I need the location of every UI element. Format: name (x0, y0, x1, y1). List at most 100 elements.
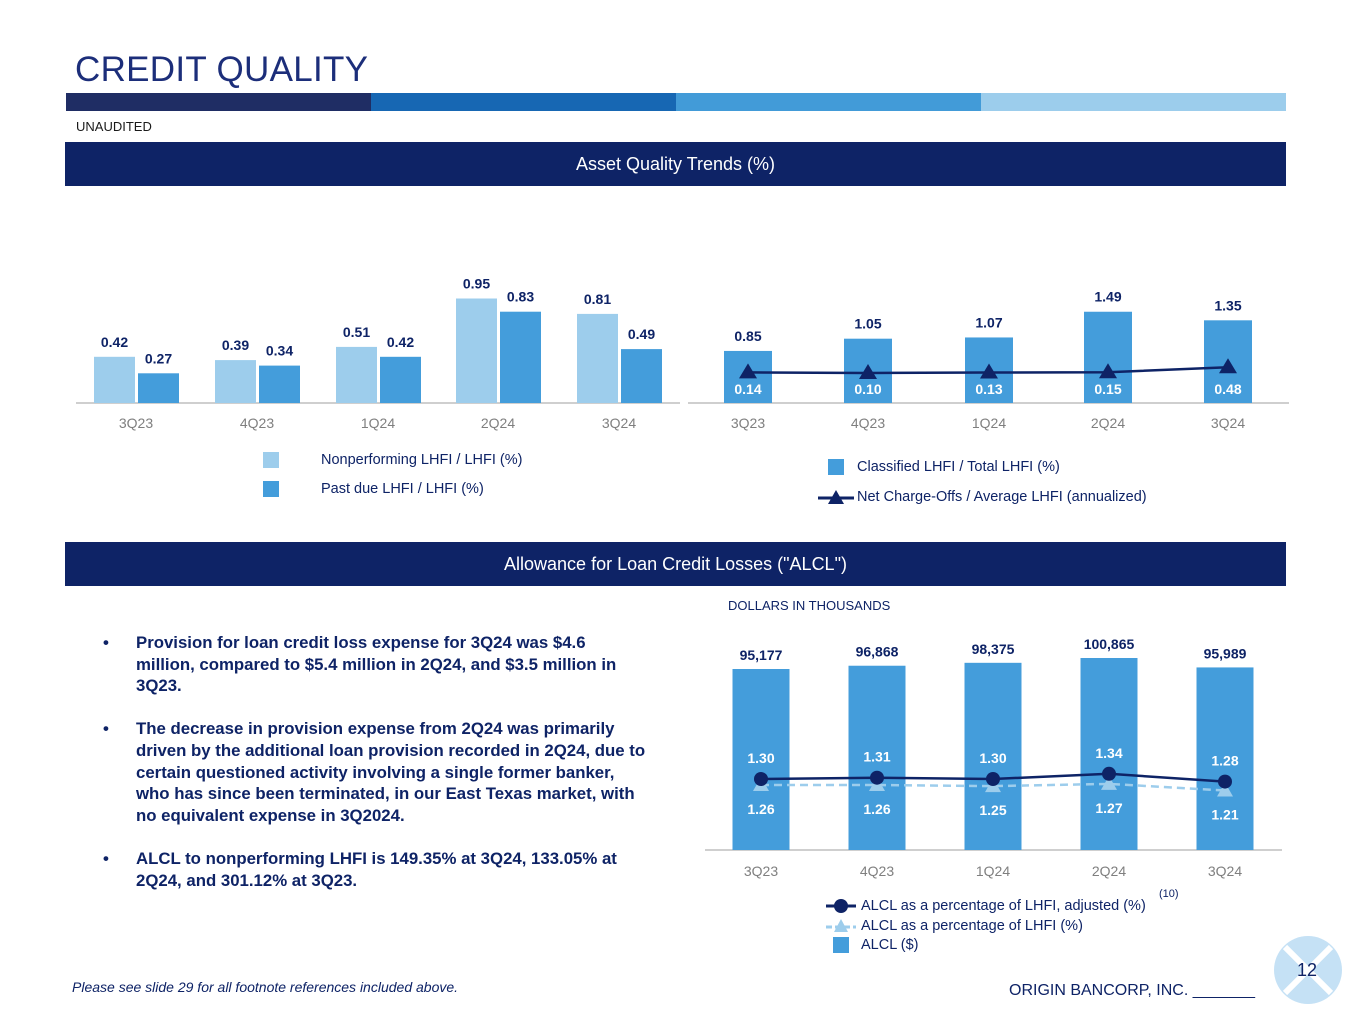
legend-label-nonperforming: Nonperforming LHFI / LHFI (%) (321, 452, 523, 468)
legend-label-alcl-pct: ALCL as a percentage of LHFI (%) (861, 918, 1083, 934)
unaudited-label: UNAUDITED (76, 119, 152, 134)
legend-swatch-light (263, 452, 279, 468)
bullet-item: • ALCL to nonperforming LHFI is 149.35% a… (103, 848, 648, 891)
chart3-adjusted-marker (986, 772, 1000, 786)
chart3-adjusted-marker (1102, 766, 1116, 781)
chart3-data-label: 95,989 (1204, 645, 1247, 661)
chart3-pct-label: 1.26 (747, 801, 774, 817)
chart2-tick-label: 4Q23 (851, 415, 885, 431)
legend-classified: Classified LHFI / Total LHFI (%) (828, 459, 1060, 475)
chart2-data-label: 1.49 (1094, 289, 1121, 305)
chart1-data-label: 0.95 (463, 276, 490, 292)
chart2-tick-label: 1Q24 (972, 415, 1006, 431)
chart1-bar (577, 313, 618, 403)
chart1-bar (621, 349, 662, 403)
chart2-line-marker (739, 363, 757, 379)
chart2-tick-label: 2Q24 (1091, 415, 1125, 431)
chart3-pct-label: 1.26 (863, 801, 890, 817)
origin-logo (1273, 935, 1343, 1010)
chart1-tick-label: 2Q24 (481, 415, 515, 431)
chart3-pct-label: 1.25 (979, 802, 1006, 818)
legend-swatch-alcl (833, 937, 849, 953)
triangle-line-icon (818, 490, 854, 504)
title-band-4 (981, 93, 1286, 111)
chart2-data-label: 1.05 (854, 316, 881, 332)
bullet-text: The decrease in provision expense from 2… (136, 719, 646, 825)
chart3-tick-label: 3Q24 (1208, 863, 1242, 879)
title-band-3 (676, 93, 981, 111)
chart1-bar (138, 373, 179, 403)
legend-swatch-blue (263, 481, 279, 497)
chart3-data-label: 95,177 (740, 647, 783, 663)
page-title: CREDIT QUALITY (75, 50, 369, 89)
alcl-header: Allowance for Loan Credit Losses ("ALCL"… (65, 542, 1286, 586)
chart3-adjusted-marker (754, 772, 768, 786)
chart3-tick-label: 4Q23 (860, 863, 894, 879)
chart1-tick-label: 1Q24 (361, 415, 395, 431)
page-number: 12 (1297, 960, 1318, 980)
legend-label-alcl-dollars: ALCL ($) (861, 937, 919, 953)
bullet-item: • Provision for loan credit loss expense … (103, 632, 648, 697)
chart1-bar (259, 365, 300, 403)
chart2-data-label: 1.07 (975, 314, 1002, 330)
chart2-line-label: 0.10 (854, 381, 881, 397)
chart3-adjusted-label: 1.30 (747, 750, 774, 766)
chart1-bar (380, 356, 421, 403)
title-band-2 (371, 93, 676, 111)
chart3-tick-label: 1Q24 (976, 863, 1010, 879)
chart1-bar (500, 311, 541, 403)
chart2-bar (1084, 311, 1132, 403)
legend-label-classified: Classified LHFI / Total LHFI (%) (857, 459, 1060, 475)
chart1-bar (336, 346, 377, 403)
chart3-data-label: 98,375 (972, 641, 1015, 657)
chart1-bar (456, 298, 497, 403)
chart2-data-label: 0.85 (734, 328, 761, 344)
triangle-dashed-line-icon (826, 919, 856, 932)
chart2-line-marker (1219, 358, 1237, 374)
dollars-in-thousands-label: DOLLARS IN THOUSANDS (728, 598, 891, 613)
chart3-pct-marker (1101, 775, 1117, 790)
legend-alcl-adjusted: ALCL as a percentage of LHFI, adjusted (… (826, 897, 1146, 915)
chart1-data-label: 0.39 (222, 337, 249, 353)
chart3-bar (848, 665, 906, 850)
chart2-line-label: 0.48 (1214, 381, 1241, 397)
chart1-data-label: 0.51 (343, 324, 370, 340)
chart3-data-label: 96,868 (856, 644, 899, 660)
chart3-pct-label: 1.21 (1211, 807, 1238, 823)
chart3-bar (1080, 658, 1138, 850)
footnote: Please see slide 29 for all footnote ref… (72, 979, 459, 995)
chart2-line-label: 0.14 (734, 381, 761, 397)
chart3-pct-marker (1217, 782, 1233, 797)
chart3-bar (732, 669, 790, 850)
chart3-adjusted-label: 1.34 (1095, 745, 1122, 761)
chart1-tick-label: 3Q24 (602, 415, 636, 431)
chart2-line-label: 0.13 (975, 381, 1002, 397)
bullet-text: Provision for loan credit loss expense f… (136, 633, 617, 696)
legend-swatch-classified (828, 459, 844, 475)
legend-nonperforming: Nonperforming LHFI / LHFI (%) (263, 452, 522, 468)
bullet-item: • The decrease in provision expense from … (103, 718, 648, 826)
chart3-adjusted-marker (870, 770, 884, 785)
chart3-tick-label: 2Q24 (1092, 863, 1126, 879)
logo-mark-icon (1274, 936, 1342, 1004)
legend-net-charge-offs: Net Charge-Offs / Average LHFI (annualiz… (818, 488, 1147, 506)
legend-alcl-dollars: ALCL ($) (833, 937, 918, 953)
alcl-commentary: • Provision for loan credit loss expense … (103, 632, 648, 913)
company-name: ORIGIN BANCORP, INC. _______ (1009, 982, 1256, 999)
chart1-data-label: 0.34 (266, 343, 293, 359)
chart1-data-label: 0.42 (101, 334, 128, 350)
chart3-adjusted-label: 1.28 (1211, 753, 1238, 769)
chart2-line-marker (859, 364, 877, 379)
chart1-data-label: 0.49 (628, 326, 655, 342)
chart2-tick-label: 3Q23 (731, 415, 765, 431)
chart3-pct-label: 1.27 (1095, 800, 1122, 816)
bullet-text: ALCL to nonperforming LHFI is 149.35% at… (136, 848, 617, 890)
legend-label-net-charge-offs: Net Charge-Offs / Average LHFI (annualiz… (857, 489, 1147, 505)
legend-alcl-pct: ALCL as a percentage of LHFI (%) (826, 917, 1083, 935)
chart3-tick-label: 3Q23 (744, 863, 778, 879)
chart1-data-label: 0.42 (387, 334, 414, 350)
chart2-tick-label: 3Q24 (1211, 415, 1245, 431)
chart2-line-marker (1099, 363, 1117, 379)
chart3-bar (964, 662, 1022, 850)
